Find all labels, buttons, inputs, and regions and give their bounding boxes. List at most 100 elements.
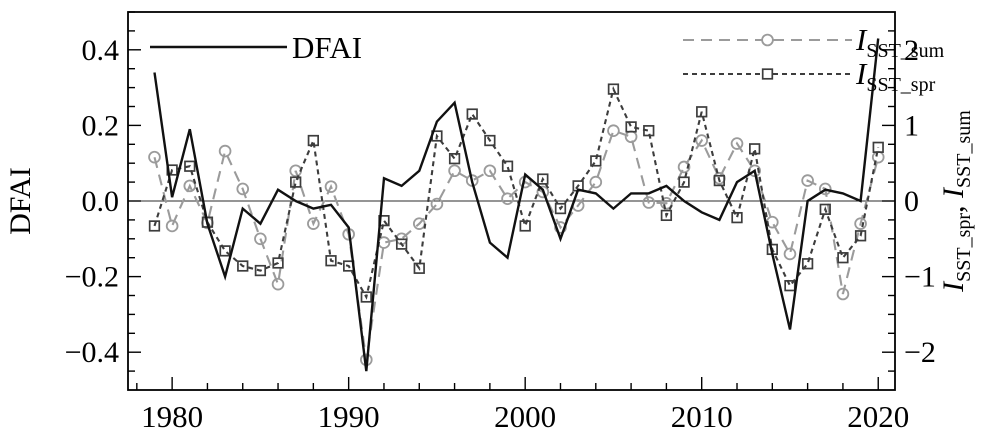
left-tick-label: 0.4 <box>82 34 120 67</box>
square-marker <box>237 260 249 272</box>
square-marker <box>801 258 814 270</box>
square-marker <box>484 134 496 147</box>
left-tick-label: −0.2 <box>65 261 119 294</box>
circle-marker <box>801 174 814 187</box>
square-marker <box>413 262 425 274</box>
right-tick-label: −1 <box>904 261 936 294</box>
circle-marker <box>818 182 832 196</box>
right-axis-tick-labels: 2 1 0 −1 −2 <box>904 34 936 369</box>
square-marker <box>448 153 461 165</box>
x-tick-label: 2010 <box>671 399 733 434</box>
circle-marker <box>165 219 179 233</box>
circle-marker <box>183 179 197 193</box>
circle-marker <box>607 124 620 137</box>
circle-marker <box>730 137 744 150</box>
square-marker <box>501 160 514 172</box>
right-tick-label: 0 <box>904 185 919 218</box>
square-marker <box>360 291 372 303</box>
plot-border <box>127 11 896 391</box>
axis-ticks <box>128 11 895 390</box>
circle-marker <box>854 217 867 230</box>
circle-marker <box>324 180 338 193</box>
legend-entry-dfai: DFAI <box>150 30 362 65</box>
left-axis-tick-labels: 0.4 0.2 0.0 −0.2 −0.4 <box>65 34 119 369</box>
square-marker <box>643 125 655 137</box>
circle-marker <box>307 217 320 230</box>
circle-marker <box>642 196 656 209</box>
circle-marker <box>660 196 673 210</box>
square-marker <box>837 252 849 264</box>
square-marker <box>325 255 337 267</box>
circle-marker <box>554 221 567 234</box>
square-marker <box>607 83 620 95</box>
square-marker <box>696 106 708 118</box>
square-marker <box>466 108 478 120</box>
legend-entry-sst_sum: ISST_sum <box>683 22 945 62</box>
square-marker <box>272 257 284 269</box>
legend-sst_spr-label: ISST_spr <box>855 56 936 96</box>
left-axis-title: DFAI <box>4 167 37 235</box>
square-marker <box>254 264 267 277</box>
circle-marker <box>836 287 850 301</box>
legend-square-marker <box>761 68 774 80</box>
legend-entry-sst_spr: ISST_spr <box>683 56 936 96</box>
square-marker <box>184 160 196 172</box>
circle-marker <box>254 232 267 246</box>
circle-marker <box>483 164 497 178</box>
square-marker <box>625 121 637 133</box>
circle-marker <box>430 197 444 211</box>
square-marker <box>749 143 761 155</box>
dfai-line <box>153 38 880 372</box>
legend-sst_sum-label: ISST_sum <box>855 22 945 62</box>
square-marker <box>307 134 320 147</box>
circle-marker <box>536 185 550 199</box>
x-tick-label: 1980 <box>141 399 203 434</box>
square-marker <box>148 220 161 232</box>
x-tick-label: 2020 <box>847 399 909 434</box>
square-marker <box>854 230 867 242</box>
i_sst_spr-line <box>153 85 880 300</box>
square-marker <box>537 173 549 185</box>
square-marker <box>395 238 408 250</box>
series-dfai <box>153 38 880 372</box>
x-axis-tick-labels: 1980 1990 2000 2010 2020 <box>141 399 909 434</box>
square-marker <box>678 176 690 188</box>
circle-marker <box>501 192 514 206</box>
circle-marker <box>589 175 603 189</box>
square-marker <box>660 209 673 222</box>
square-marker <box>590 155 602 167</box>
circle-marker <box>271 277 285 291</box>
circle-marker <box>218 144 232 158</box>
x-tick-label: 1990 <box>318 399 380 434</box>
right-tick-label: −2 <box>904 336 936 369</box>
series-i-sst-spr <box>148 83 884 303</box>
left-tick-label: −0.4 <box>65 336 119 369</box>
square-marker <box>554 202 567 215</box>
square-marker <box>519 220 531 232</box>
circle-marker <box>148 150 161 164</box>
x-tick-label: 2000 <box>494 399 556 434</box>
legend-circle-marker <box>761 33 774 47</box>
square-marker <box>872 141 884 153</box>
square-marker <box>784 280 796 292</box>
square-marker <box>290 176 302 188</box>
circle-marker <box>783 247 797 261</box>
right-axis-title: ISST_spr, ISST_sum <box>937 110 975 293</box>
square-marker <box>731 211 743 224</box>
right-tick-label: 1 <box>904 109 919 142</box>
circle-marker <box>677 160 691 174</box>
right-tick-label: 2 <box>904 34 919 67</box>
square-marker <box>713 174 726 187</box>
legend-dfai-label: DFAI <box>292 30 362 65</box>
square-marker <box>219 245 231 257</box>
circle-marker <box>695 134 709 147</box>
circle-marker <box>236 182 250 196</box>
left-tick-label: 0.2 <box>82 109 120 142</box>
square-marker <box>819 203 831 215</box>
circle-marker <box>448 164 461 178</box>
left-tick-label: 0.0 <box>82 185 120 218</box>
